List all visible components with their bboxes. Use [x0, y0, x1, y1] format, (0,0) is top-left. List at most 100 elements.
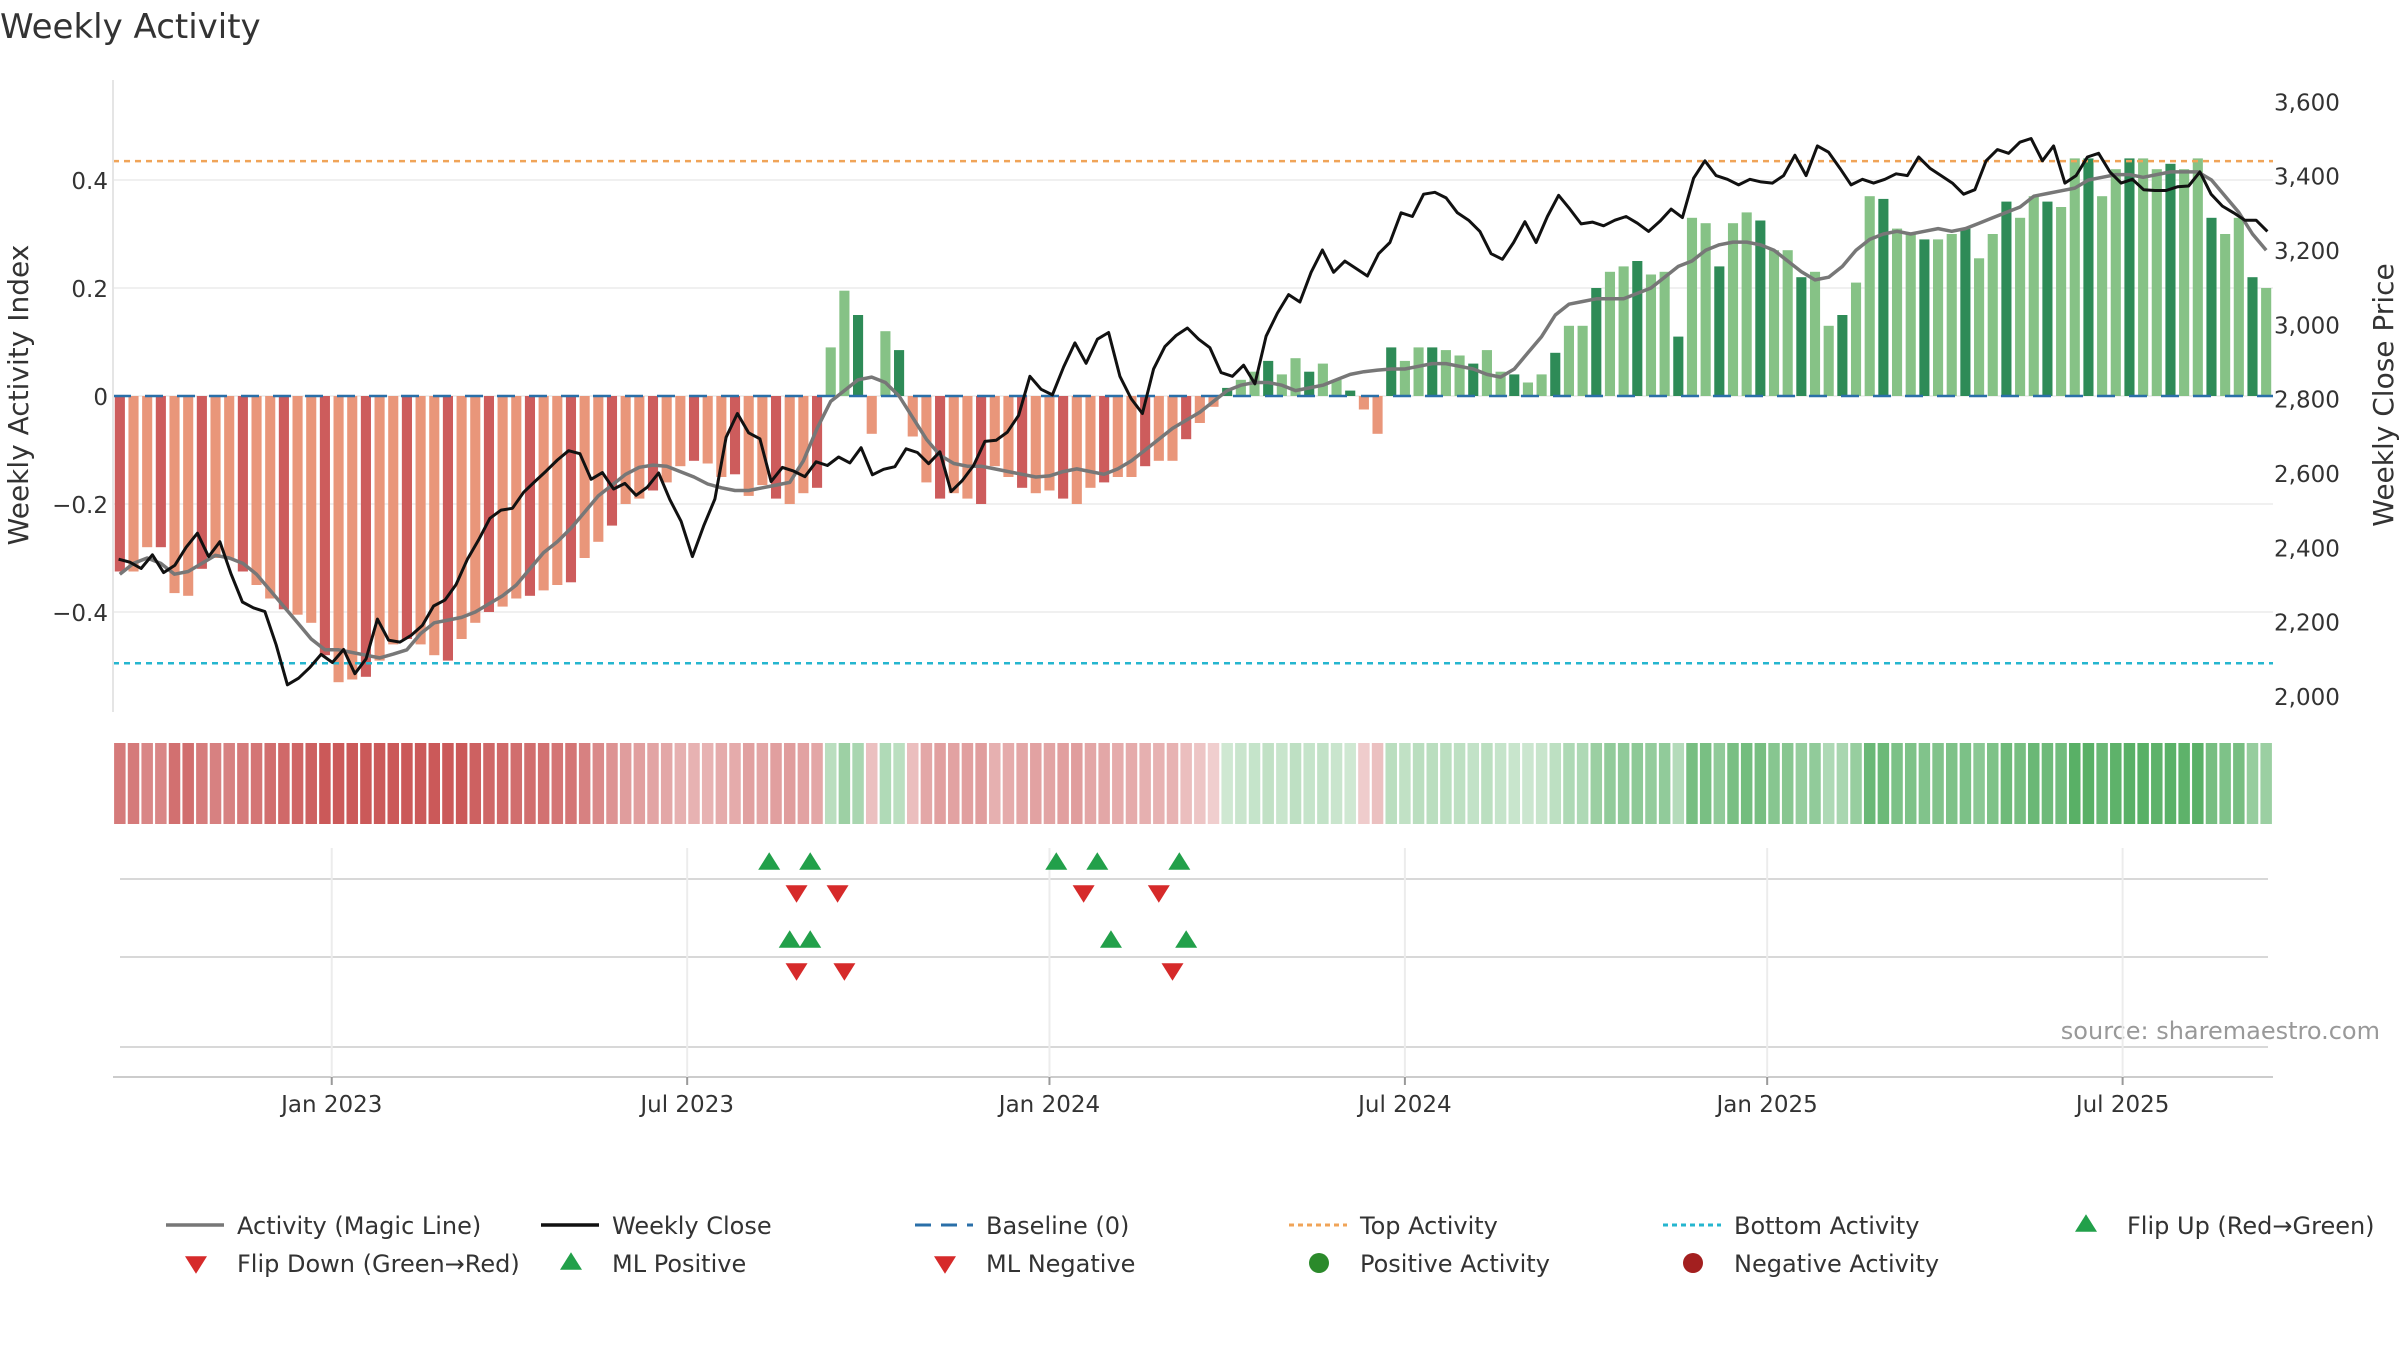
heat-cell	[1385, 743, 1397, 824]
heat-cell	[1945, 743, 1958, 824]
activity-bar	[1919, 239, 1930, 396]
activity-bar	[839, 290, 850, 396]
y2-tick-label: 3,000	[2274, 313, 2340, 339]
activity-bar	[347, 396, 358, 680]
heat-cell	[1699, 743, 1712, 824]
activity-bar	[1304, 371, 1315, 396]
x-tick-label: Jan 2023	[279, 1092, 382, 1118]
heat-cell	[1809, 743, 1821, 824]
heat-cell	[168, 743, 181, 824]
ml-positive-marker	[1099, 930, 1122, 948]
heat-cell	[674, 743, 687, 824]
activity-bar	[2028, 196, 2039, 396]
activity-bar	[1044, 396, 1055, 491]
heat-cell	[319, 743, 331, 824]
heat-cell	[209, 743, 222, 824]
ml-negative-marker	[1161, 963, 1184, 981]
heat-cell	[1863, 743, 1876, 824]
activity-bar	[552, 396, 563, 585]
heat-cell	[893, 743, 905, 824]
activity-bar	[1536, 374, 1547, 396]
heat-cell	[1317, 743, 1329, 824]
heat-cell	[742, 743, 755, 824]
heat-cell	[1535, 743, 1548, 824]
activity-bar	[292, 396, 303, 615]
heat-cell	[1153, 743, 1165, 824]
activity-bar	[319, 396, 330, 656]
heat-cell	[1030, 743, 1042, 824]
activity-bar	[1017, 396, 1028, 488]
activity-bar	[702, 396, 713, 464]
activity-bar	[415, 396, 426, 645]
activity-bar	[1768, 250, 1780, 396]
flip-up-marker	[1086, 852, 1109, 870]
heat-cell	[1330, 743, 1343, 824]
activity-bar	[1714, 266, 1725, 396]
heat-cell	[2205, 743, 2218, 824]
heat-cell	[1016, 743, 1028, 824]
heat-cell	[824, 743, 837, 824]
heat-cell	[537, 743, 550, 824]
activity-bar	[278, 396, 289, 610]
activity-bar	[1509, 374, 1520, 396]
activity-bar	[1345, 390, 1356, 396]
activity-bar	[1577, 325, 1588, 396]
ml-negative-marker	[785, 963, 808, 981]
activity-bar	[620, 396, 631, 504]
activity-bar	[579, 396, 590, 558]
magic-line	[118, 170, 2268, 660]
heat-cell	[2000, 743, 2013, 824]
y-tick-label: 0.4	[71, 169, 108, 195]
activity-bar	[1153, 396, 1164, 461]
legend-label: Top Activity	[1359, 1212, 1498, 1240]
heat-cell	[1440, 743, 1452, 824]
heat-cell	[223, 743, 235, 824]
heat-cell	[1631, 743, 1644, 824]
activity-bar	[1003, 396, 1014, 477]
heat-cell	[291, 743, 304, 824]
activity-bar	[511, 396, 522, 599]
heat-cell	[141, 743, 153, 824]
heat-cell	[237, 743, 249, 824]
heat-cell	[1822, 743, 1835, 824]
activity-bar	[729, 396, 741, 475]
flip-down-marker	[1147, 885, 1170, 903]
heat-cell	[729, 743, 741, 824]
heat-cell	[1289, 743, 1302, 824]
activity-bar	[2015, 217, 2026, 396]
heat-cell	[1645, 743, 1657, 824]
activity-bar	[2261, 288, 2272, 396]
heat-cell	[1590, 743, 1603, 824]
heat-cell	[2219, 743, 2231, 824]
heat-cell	[2110, 743, 2122, 824]
heat-cell	[510, 743, 523, 824]
heat-cell	[1371, 743, 1384, 824]
heat-cell	[2137, 743, 2149, 824]
heat-cell	[155, 743, 167, 824]
activity-bar	[360, 396, 371, 677]
heat-cell	[920, 743, 933, 824]
heat-cell	[2192, 743, 2204, 824]
activity-bar	[935, 396, 946, 499]
heat-cell	[114, 743, 126, 824]
heat-cell	[2164, 743, 2177, 824]
legend-label: Activity (Magic Line)	[237, 1212, 481, 1240]
activity-bar	[853, 315, 864, 396]
heat-cell	[1207, 743, 1220, 824]
heat-cell	[551, 743, 564, 824]
activity-bar	[1850, 282, 1862, 396]
activity-bar	[1946, 234, 1957, 396]
heat-cell	[332, 743, 345, 824]
activity-bar	[1741, 212, 1752, 396]
legend-swatch	[934, 1256, 956, 1274]
activity-bar	[661, 396, 672, 483]
flip-down-marker	[1072, 885, 1095, 903]
heat-cell	[1973, 743, 1985, 824]
activity-bar	[237, 396, 248, 572]
activity-bar	[1933, 239, 1944, 396]
y2-tick-label: 3,600	[2274, 90, 2340, 116]
weekly-close-line	[118, 137, 2269, 687]
heat-cell	[1002, 743, 1015, 824]
activity-bar	[2083, 158, 2094, 396]
